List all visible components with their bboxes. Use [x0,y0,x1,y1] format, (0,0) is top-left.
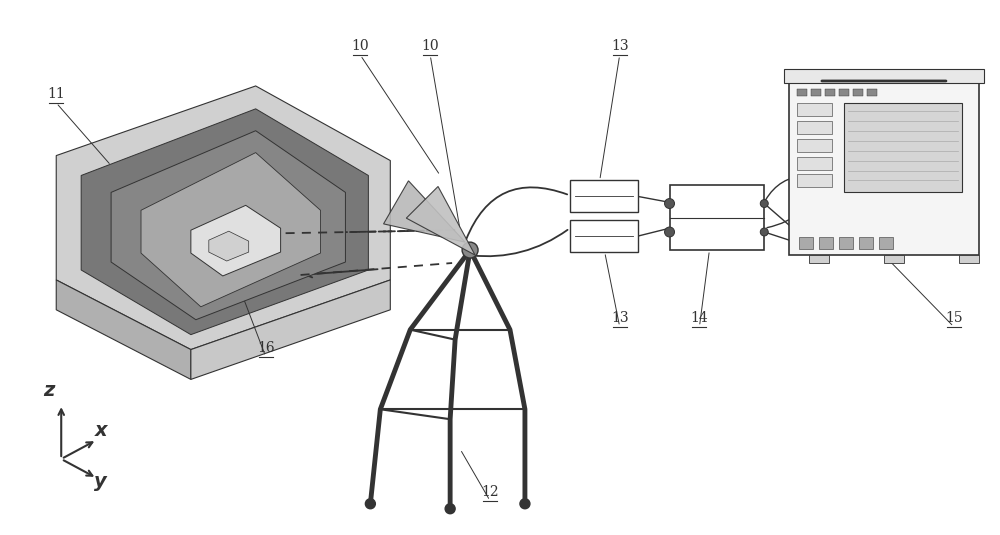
Polygon shape [111,131,345,320]
Polygon shape [406,187,475,255]
Bar [867,89,877,96]
Text: 16: 16 [257,341,274,355]
Circle shape [520,499,530,509]
Bar [839,237,853,249]
Bar [789,81,979,255]
Circle shape [760,200,768,208]
Bar [797,174,832,187]
Bar [797,89,807,96]
Circle shape [365,499,375,509]
Bar [839,89,849,96]
Text: 14: 14 [691,311,708,325]
Polygon shape [191,205,281,276]
Text: 11: 11 [47,87,65,101]
Bar [825,89,835,96]
Bar [799,237,813,249]
Bar [959,255,979,263]
Polygon shape [81,109,368,335]
Bar [797,103,832,116]
Bar [570,180,638,212]
Circle shape [665,227,675,237]
Polygon shape [209,231,249,261]
Bar [853,89,863,96]
Bar [884,255,904,263]
Circle shape [462,242,478,258]
Text: 10: 10 [352,39,369,53]
Bar [784,69,984,83]
Text: 13: 13 [611,39,628,53]
Bar [797,157,832,170]
Bar [819,237,833,249]
Text: z: z [44,381,55,400]
Polygon shape [56,280,191,379]
Polygon shape [141,152,320,307]
Bar [670,186,764,250]
Text: 12: 12 [481,485,499,499]
Text: y: y [94,472,107,492]
Polygon shape [191,280,390,379]
Bar [797,139,832,151]
Bar [570,220,638,252]
Bar [809,255,829,263]
Bar [797,121,832,134]
Text: 10: 10 [421,39,439,53]
Circle shape [665,198,675,209]
Bar [859,237,873,249]
Bar [844,103,962,193]
Bar [879,237,893,249]
Bar [811,89,821,96]
Text: 15: 15 [945,311,963,325]
Circle shape [445,504,455,514]
Polygon shape [56,86,390,349]
Text: 13: 13 [611,311,628,325]
Circle shape [760,228,768,236]
Text: x: x [94,421,107,440]
Polygon shape [384,181,465,242]
